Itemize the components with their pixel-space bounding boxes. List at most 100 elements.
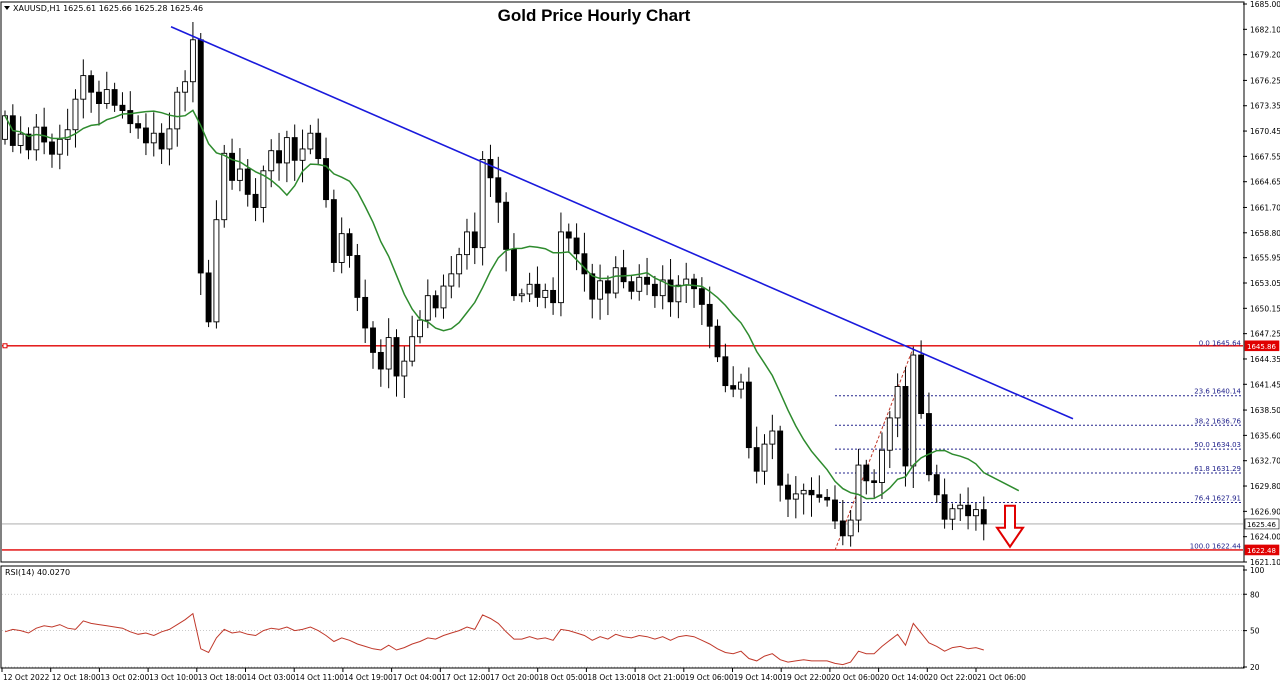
- candle-body: [64, 129, 71, 140]
- fib-level-label: 50.0 1634.03: [1194, 441, 1241, 449]
- time-tick-label: 21 Oct 06:00: [977, 673, 1026, 682]
- time-tick-label: 12 Oct 2022: [3, 673, 50, 682]
- price-tick-label: 1664.65: [1250, 178, 1280, 187]
- arrow-layer: [995, 504, 1025, 549]
- candle-body: [127, 110, 134, 125]
- candle: [417, 310, 423, 344]
- candle-body: [166, 128, 173, 150]
- candle: [636, 264, 643, 301]
- candle-body: [738, 381, 744, 390]
- candle: [706, 286, 713, 349]
- price-tick-label: 1676.25: [1250, 76, 1280, 85]
- candle-body: [471, 231, 478, 249]
- candle: [448, 256, 455, 299]
- candle: [785, 473, 791, 517]
- price-tick-label: 1635.60: [1250, 431, 1280, 440]
- fib-level-label: 76.4 1627.91: [1194, 495, 1241, 503]
- candle: [816, 475, 823, 503]
- candle: [17, 116, 24, 154]
- candle-body: [440, 285, 447, 309]
- down-arrow-icon: [995, 504, 1025, 549]
- candle-body: [96, 91, 102, 104]
- candles-layer: [2, 21, 987, 547]
- candle: [722, 343, 729, 393]
- price-level-label: 1625.46: [1247, 521, 1276, 529]
- candle: [401, 346, 408, 399]
- time-tick-label: 18 Oct 13:00: [587, 673, 636, 682]
- candle-body: [479, 158, 486, 249]
- candle: [464, 218, 470, 270]
- candle-body: [268, 150, 275, 172]
- candle-body: [409, 336, 416, 362]
- price-tick-label: 1650.15: [1250, 304, 1280, 313]
- time-tick-label: 12 Oct 18:00: [52, 673, 101, 682]
- candle-body: [855, 464, 862, 521]
- price-tick-label: 1644.35: [1250, 355, 1280, 364]
- candle-body: [933, 474, 940, 496]
- candle: [456, 247, 463, 288]
- candle-body: [464, 231, 470, 256]
- fib-level-label: 23.6 1640.14: [1194, 388, 1241, 396]
- candle-body: [542, 289, 549, 298]
- candle: [96, 80, 102, 126]
- candle-body: [323, 158, 329, 201]
- candle-body: [518, 293, 525, 297]
- candle: [49, 133, 55, 168]
- price-level-label: 1622.48: [1247, 547, 1276, 555]
- candle-body: [205, 272, 212, 323]
- time-tick-label: 19 Oct 06:00: [685, 673, 734, 682]
- candle: [64, 108, 71, 156]
- price-tick-label: 1653.05: [1250, 279, 1280, 288]
- time-tick-label: 17 Oct 04:00: [393, 673, 442, 682]
- candle: [487, 144, 494, 197]
- candle-body: [902, 386, 909, 467]
- rsi-tick-label: 100: [1250, 566, 1265, 575]
- candle-body: [628, 281, 635, 292]
- candle-body: [972, 509, 979, 517]
- candle-body: [565, 231, 572, 239]
- candle-body: [714, 325, 721, 358]
- candle-body: [832, 499, 838, 522]
- candle: [283, 130, 290, 183]
- candle-body: [401, 360, 408, 377]
- candle-body: [33, 126, 40, 151]
- candle: [941, 478, 948, 529]
- rsi-title: RSI(14) 40.0270: [5, 568, 70, 577]
- candle: [291, 124, 298, 181]
- candle: [965, 487, 972, 530]
- candle: [886, 411, 893, 469]
- candle-body: [816, 494, 823, 498]
- candle: [691, 273, 697, 308]
- price-tick-label: 1685.00: [1250, 0, 1280, 9]
- candle-body: [377, 351, 384, 370]
- candle-body: [135, 123, 142, 129]
- candle-body: [229, 152, 236, 181]
- candle: [753, 426, 760, 484]
- candle: [879, 432, 885, 499]
- candle: [620, 249, 627, 289]
- candle-body: [753, 447, 760, 472]
- price-tick-label: 1658.80: [1250, 229, 1280, 238]
- levels-layer: 1645.86 1622.48 1625.46: [2, 340, 1280, 556]
- candle-body: [925, 413, 932, 476]
- time-tick-label: 14 Oct 19:00: [344, 673, 393, 682]
- candle: [354, 243, 361, 312]
- price-tick-label: 1641.45: [1250, 380, 1280, 389]
- candle-body: [980, 509, 987, 525]
- candle-body: [557, 231, 564, 304]
- rsi-tick-label: 50: [1250, 627, 1260, 636]
- candle-body: [291, 137, 298, 161]
- candle: [338, 217, 345, 274]
- price-tick-label: 1629.80: [1250, 482, 1280, 491]
- time-tick-label: 17 Oct 20:00: [490, 673, 539, 682]
- candle: [604, 275, 611, 316]
- candle: [769, 414, 776, 460]
- candle: [409, 315, 416, 367]
- candle: [135, 115, 142, 139]
- candle: [213, 200, 220, 329]
- candle: [933, 464, 940, 503]
- candle-body: [824, 496, 831, 501]
- fibonacci-layer: 0.0 1645.64 23.6 1640.14 38.2 1636.76 50.0 …: [834, 340, 1242, 551]
- candle: [957, 493, 964, 521]
- candle-body: [871, 480, 878, 483]
